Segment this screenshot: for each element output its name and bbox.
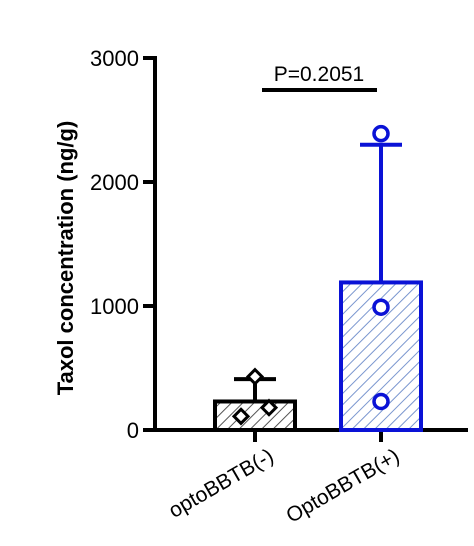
data-point bbox=[372, 124, 390, 143]
category-labels: optoBBTB(-) OptoBBTB(+) bbox=[165, 444, 404, 527]
data-point bbox=[372, 392, 390, 411]
p-value-annotation: P=0.2051 bbox=[274, 63, 365, 86]
y-axis-label: Taxol concentration (ng/g) bbox=[53, 121, 78, 396]
bar bbox=[213, 399, 297, 433]
category-label: optoBBTB(-) bbox=[165, 444, 278, 522]
y-tick-label: 0 bbox=[127, 418, 139, 443]
data-point bbox=[259, 398, 279, 417]
y-tick-label: 2000 bbox=[90, 170, 139, 195]
y-tick-label: 1000 bbox=[90, 294, 139, 319]
data-points bbox=[231, 124, 390, 426]
data-point bbox=[231, 407, 251, 426]
data-point bbox=[245, 367, 265, 386]
y-tick-label: 3000 bbox=[90, 46, 139, 71]
category-label: OptoBBTB(+) bbox=[282, 444, 403, 527]
bars bbox=[213, 280, 423, 433]
data-point bbox=[372, 298, 390, 316]
y-axis: 0 1000 2000 3000 bbox=[90, 46, 157, 443]
